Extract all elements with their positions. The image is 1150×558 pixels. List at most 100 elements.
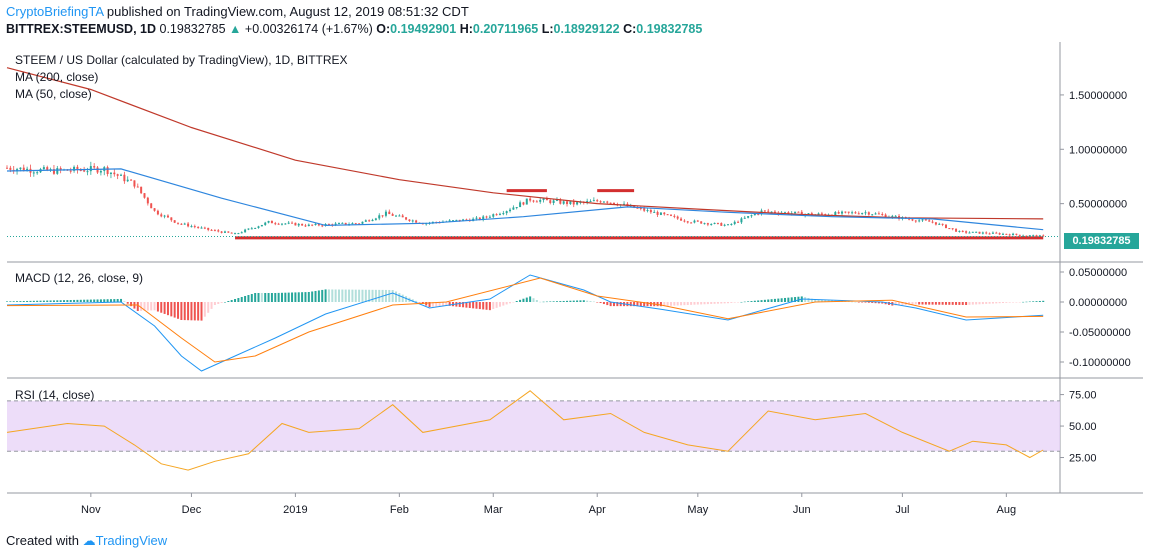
macd-histogram-bar <box>666 302 669 306</box>
macd-histogram-bar <box>589 301 592 302</box>
candle-body <box>612 202 615 205</box>
candle-body <box>676 216 679 219</box>
candle-body <box>240 232 243 234</box>
macd-histogram-bar <box>76 299 79 302</box>
macd-histogram-bar <box>217 302 220 304</box>
author-link[interactable]: CryptoBriefingTA <box>6 4 104 19</box>
candle-body <box>706 223 709 225</box>
candle-body <box>109 172 112 174</box>
macd-histogram-bar <box>582 300 585 302</box>
candle-body <box>599 201 602 203</box>
candle-body <box>542 198 545 201</box>
candle-body <box>938 223 941 225</box>
macd-histogram-bar <box>807 297 810 302</box>
ma200-line <box>6 67 1044 220</box>
macd-histogram-bar <box>237 298 240 302</box>
candle-body <box>344 222 347 225</box>
macd-histogram-bar <box>505 302 508 305</box>
change-value: +0.00326174 (+1.67%) <box>244 22 373 36</box>
macd-histogram-bar <box>327 289 330 302</box>
candle-body <box>465 219 468 221</box>
candle-body <box>374 218 377 220</box>
ma50-line <box>6 168 1044 231</box>
created-with-text: Created with <box>6 533 79 548</box>
macd-histogram-bar <box>1005 302 1008 303</box>
macd-histogram-bar <box>770 299 773 302</box>
candle-body <box>277 223 280 225</box>
price-pane-title: STEEM / US Dollar (calculated by Trading… <box>15 53 348 67</box>
macd-histogram-bar <box>894 302 897 306</box>
macd-histogram-bar <box>824 300 827 302</box>
macd-axis-label: 0.00000000 <box>1069 297 1127 309</box>
macd-histogram-bar <box>331 289 334 302</box>
macd-histogram-bar <box>428 302 431 308</box>
macd-histogram-bar <box>230 300 233 302</box>
macd-histogram-bar <box>103 299 106 302</box>
macd-histogram-bar <box>599 302 602 304</box>
macd-histogram-bar <box>851 301 854 303</box>
macd-axis-label: -0.05000000 <box>1069 327 1131 339</box>
candle-body <box>378 215 381 219</box>
macd-histogram-bar <box>395 291 398 302</box>
candle-body <box>592 200 595 202</box>
candle-body <box>1028 235 1031 237</box>
macd-histogram-bar <box>287 292 290 302</box>
macd-histogram-bar <box>706 302 709 305</box>
candle-body <box>284 223 287 225</box>
macd-histogram-bar <box>388 289 391 302</box>
candle-body <box>1042 235 1045 237</box>
candle-body <box>143 193 146 198</box>
candle-body <box>274 223 277 225</box>
candle-body <box>549 200 552 203</box>
candle-body <box>944 224 947 229</box>
candle-body <box>522 202 525 205</box>
candle-body <box>364 220 367 222</box>
candle-body <box>871 214 874 216</box>
candle-body <box>264 222 267 225</box>
candle-body <box>505 211 508 214</box>
candle-body <box>834 212 837 216</box>
candle-body <box>924 219 927 221</box>
macd-histogram-bar <box>348 289 351 302</box>
macd-histogram-bar <box>210 302 213 309</box>
candle-body <box>874 213 877 215</box>
macd-axis-label: 0.05000000 <box>1069 267 1127 279</box>
candle-body <box>116 174 119 176</box>
macd-histogram-bar <box>146 302 149 311</box>
candle-body <box>824 214 827 216</box>
macd-histogram-bar <box>435 302 438 307</box>
candle-body <box>197 226 200 228</box>
macd-histogram-bar <box>562 300 565 302</box>
candle-body <box>250 228 253 230</box>
candle-body <box>307 224 310 227</box>
candle-body <box>220 231 223 233</box>
macd-histogram-bar <box>314 290 317 302</box>
macd-histogram-bar <box>663 302 666 307</box>
macd-histogram-bar <box>616 302 619 307</box>
macd-histogram-bar <box>160 302 163 313</box>
macd-histogram-bar <box>96 299 99 302</box>
macd-histogram-bar <box>123 301 126 302</box>
candle-body <box>69 170 72 172</box>
low-label: L: <box>541 22 554 36</box>
candle-body <box>254 227 257 229</box>
macd-histogram-bar <box>280 292 283 302</box>
macd-histogram-bar <box>991 302 994 304</box>
candle-body <box>854 212 857 214</box>
candle-body <box>763 210 766 212</box>
macd-histogram-bar <box>948 302 951 305</box>
macd-histogram-bar <box>898 302 901 306</box>
macd-histogram-bar <box>686 302 689 305</box>
macd-histogram-bar <box>166 302 169 316</box>
candle-body <box>368 220 371 222</box>
candle-body <box>76 166 79 170</box>
macd-histogram-bar <box>475 302 478 309</box>
rsi-axis-label: 25.00 <box>1069 453 1097 465</box>
macd-histogram-bar <box>86 299 89 302</box>
candle-body <box>170 217 173 221</box>
tradingview-brand-link[interactable]: TradingView <box>95 533 168 548</box>
macd-histogram-bar <box>32 300 35 302</box>
candle-body <box>36 172 39 174</box>
candle-body <box>59 168 62 170</box>
